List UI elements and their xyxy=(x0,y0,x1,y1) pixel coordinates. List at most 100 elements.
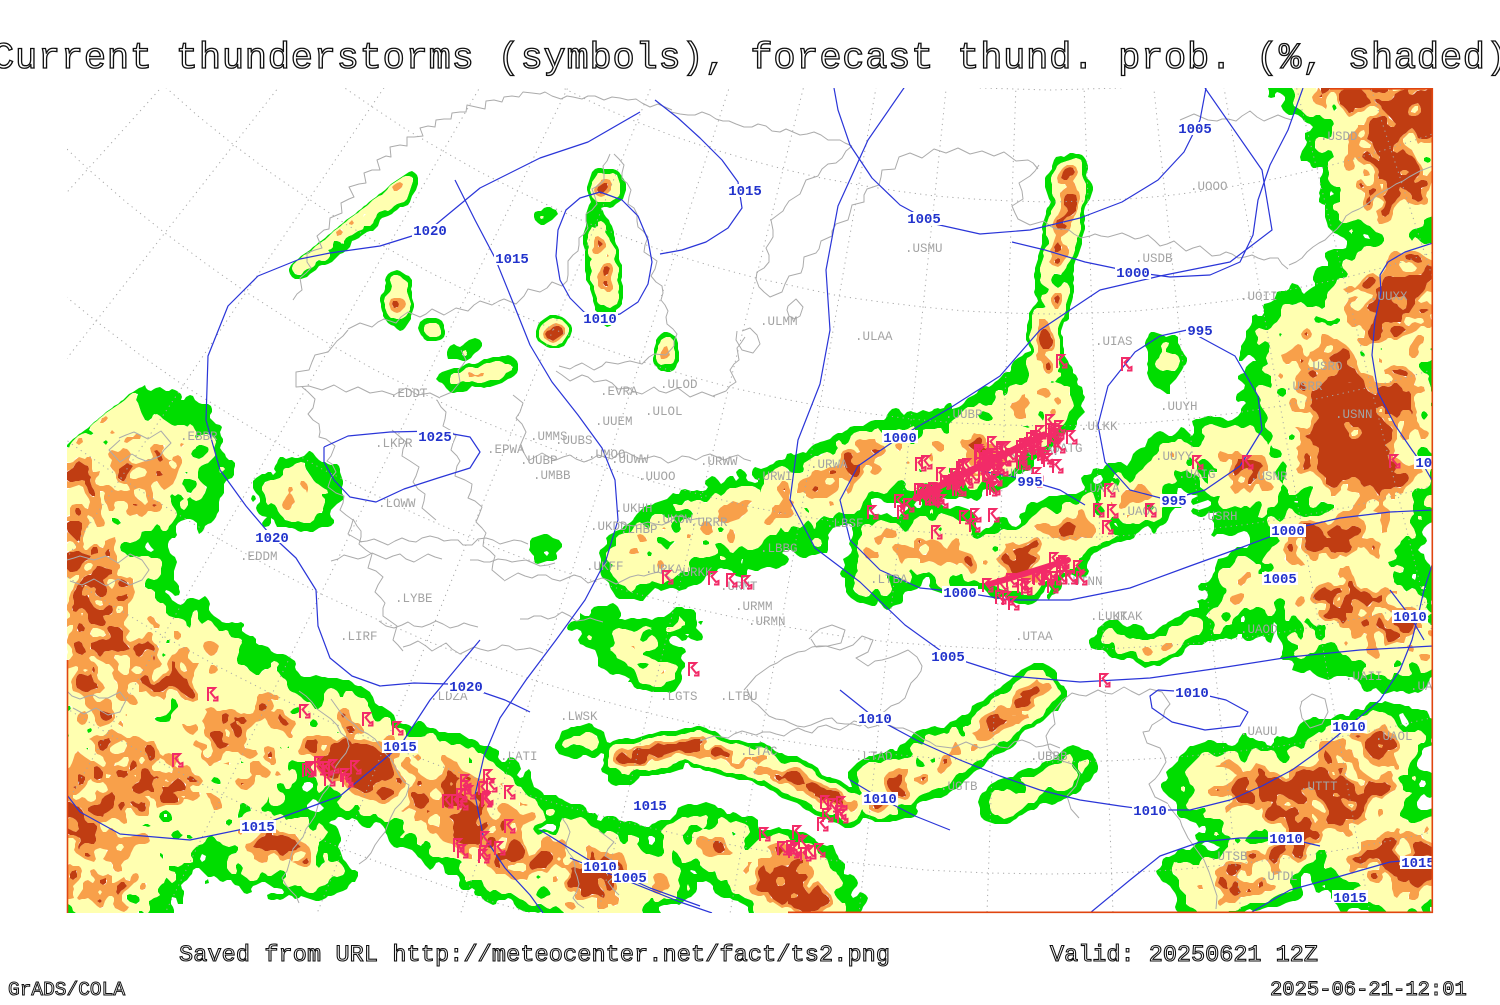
svg-text:.URMM: .URMM xyxy=(735,600,773,614)
svg-text:.EBBR: .EBBR xyxy=(180,430,218,444)
svg-text:995: 995 xyxy=(1161,494,1186,510)
svg-text:1000: 1000 xyxy=(883,431,917,447)
svg-text:1020: 1020 xyxy=(449,680,483,696)
svg-text:.UAII: .UAII xyxy=(1345,670,1383,684)
svg-text:.UOII: .UOII xyxy=(1240,290,1278,304)
svg-text:.UMBB: .UMBB xyxy=(533,469,571,483)
svg-text:101: 101 xyxy=(1415,456,1440,472)
svg-text:1010: 1010 xyxy=(1393,610,1427,626)
svg-text:1010: 1010 xyxy=(1133,804,1167,820)
svg-text:.UTTT: .UTTT xyxy=(1300,780,1338,794)
svg-text:.UUYY: .UUYY xyxy=(1155,450,1193,464)
svg-text:.ULAA: .ULAA xyxy=(855,330,893,344)
svg-text:.UTSB: .UTSB xyxy=(1210,850,1248,864)
svg-text:.URWI: .URWI xyxy=(755,470,793,484)
svg-text:.ULMM: .ULMM xyxy=(760,315,798,329)
svg-text:1015: 1015 xyxy=(495,252,529,268)
svg-text:1000: 1000 xyxy=(1116,266,1150,282)
svg-text:.URWW: .URWW xyxy=(700,455,738,469)
svg-text:1000: 1000 xyxy=(943,586,977,602)
svg-text:1010: 1010 xyxy=(1175,686,1209,702)
svg-text:.LUKK: .LUKK xyxy=(1090,610,1128,624)
svg-text:1015: 1015 xyxy=(633,799,667,815)
svg-text:.UKDD: .UKDD xyxy=(590,520,628,534)
svg-text:.URKK: .URKK xyxy=(675,566,713,580)
svg-text:.UAUU: .UAUU xyxy=(1240,725,1278,739)
svg-text:.UTDL: .UTDL xyxy=(1260,870,1298,884)
svg-text:.UUBS: .UUBS xyxy=(555,434,593,448)
svg-text:.UKFF: .UKFF xyxy=(586,560,624,574)
svg-text:995: 995 xyxy=(1017,475,1042,491)
svg-text:.UUOO: .UUOO xyxy=(638,470,676,484)
svg-text:.LBSF: .LBSF xyxy=(826,517,864,531)
svg-text:2025-06-21-12:01: 2025-06-21-12:01 xyxy=(1270,979,1467,1000)
svg-text:.UKHH: .UKHH xyxy=(615,502,653,516)
svg-text:.EPWA: .EPWA xyxy=(487,443,525,457)
svg-text:.LATI: .LATI xyxy=(500,750,538,764)
svg-text:.UAIG: .UAIG xyxy=(1178,468,1216,482)
svg-text:.UUXX: .UUXX xyxy=(1370,290,1408,304)
svg-text:.USMU: .USMU xyxy=(905,242,943,256)
svg-text:.LBBG: .LBBG xyxy=(760,542,798,556)
svg-text:Saved from URL http://meteocen: Saved from URL http://meteocenter.net/fa… xyxy=(179,942,890,969)
svg-text:1015: 1015 xyxy=(241,820,275,836)
svg-text:.EDDM: .EDDM xyxy=(240,550,278,564)
svg-text:1025: 1025 xyxy=(418,430,452,446)
svg-text:.LOWW: .LOWW xyxy=(378,497,416,511)
svg-text:.UAOL: .UAOL xyxy=(1375,730,1413,744)
svg-text:.UUWW: .UUWW xyxy=(611,453,649,467)
svg-text:.UACC: .UACC xyxy=(1410,680,1448,694)
svg-text:.USRH: .USRH xyxy=(1200,510,1238,524)
svg-text:1010: 1010 xyxy=(1332,720,1366,736)
svg-text:.UUEM: .UUEM xyxy=(595,415,633,429)
svg-text:.UMOO: .UMOO xyxy=(588,448,626,462)
svg-text:.URRR: .URRR xyxy=(690,516,728,530)
svg-text:.ULOL: .ULOL xyxy=(645,405,683,419)
svg-text:.ULOD: .ULOD xyxy=(660,378,698,392)
svg-text:.UIAS: .UIAS xyxy=(1095,335,1133,349)
svg-text:1010: 1010 xyxy=(858,712,892,728)
svg-text:.USDD: .USDD xyxy=(1320,130,1358,144)
svg-text:.EVRA: .EVRA xyxy=(600,385,638,399)
svg-text:.LGTS: .LGTS xyxy=(660,690,698,704)
svg-text:1010: 1010 xyxy=(583,312,617,328)
svg-text:.EDDT: .EDDT xyxy=(390,387,428,401)
svg-text:.LTAC: .LTAC xyxy=(740,745,778,759)
svg-text:GrADS/COLA: GrADS/COLA xyxy=(8,979,125,1000)
svg-text:.USNN: .USNN xyxy=(1335,408,1373,422)
svg-text:995: 995 xyxy=(1187,324,1212,340)
svg-text:1015: 1015 xyxy=(383,740,417,756)
svg-text:1000: 1000 xyxy=(1271,524,1305,540)
svg-text:1010: 1010 xyxy=(1269,832,1303,848)
svg-text:.LTBA: .LTBA xyxy=(870,573,908,587)
svg-text:.USRO: .USRO xyxy=(1305,360,1343,374)
svg-text:1010: 1010 xyxy=(583,860,617,876)
svg-text:Valid: 20250621 12Z: Valid: 20250621 12Z xyxy=(1050,942,1318,969)
svg-text:.UBBB: .UBBB xyxy=(1030,750,1068,764)
svg-text:.LIRF: .LIRF xyxy=(340,630,378,644)
svg-text:1005: 1005 xyxy=(1178,122,1212,138)
svg-text:.UOOO: .UOOO xyxy=(1190,180,1228,194)
svg-text:.USRR: .USRR xyxy=(1285,380,1323,394)
svg-text:.UKOW: .UKOW xyxy=(655,513,693,527)
svg-text:.ULKK: .ULKK xyxy=(1080,420,1118,434)
svg-text:1015: 1015 xyxy=(728,184,762,200)
svg-text:1005: 1005 xyxy=(931,650,965,666)
svg-text:.UUBP: .UUBP xyxy=(945,408,983,422)
svg-text:1005: 1005 xyxy=(1263,572,1297,588)
svg-text:.USNR: .USNR xyxy=(1250,470,1288,484)
svg-text:.URWA: .URWA xyxy=(810,458,848,472)
svg-text:1020: 1020 xyxy=(255,531,289,547)
svg-text:.USDB: .USDB xyxy=(1135,252,1173,266)
svg-text:1005: 1005 xyxy=(613,871,647,887)
svg-text:.URMN: .URMN xyxy=(748,615,786,629)
svg-text:.UAOD: .UAOD xyxy=(1240,623,1278,637)
svg-text:.LHBP: .LHBP xyxy=(620,523,658,537)
svg-text:Current thunderstorms (symbols: Current thunderstorms (symbols), forecas… xyxy=(0,38,1500,80)
svg-text:.UGTB: .UGTB xyxy=(940,780,978,794)
svg-text:.UTAK: .UTAK xyxy=(1105,610,1143,624)
svg-text:1015: 1015 xyxy=(1401,856,1435,872)
svg-text:.LKPR: .LKPR xyxy=(375,437,413,451)
svg-text:.UUYH: .UUYH xyxy=(1160,400,1198,414)
svg-text:.LTAD: .LTAD xyxy=(855,750,893,764)
